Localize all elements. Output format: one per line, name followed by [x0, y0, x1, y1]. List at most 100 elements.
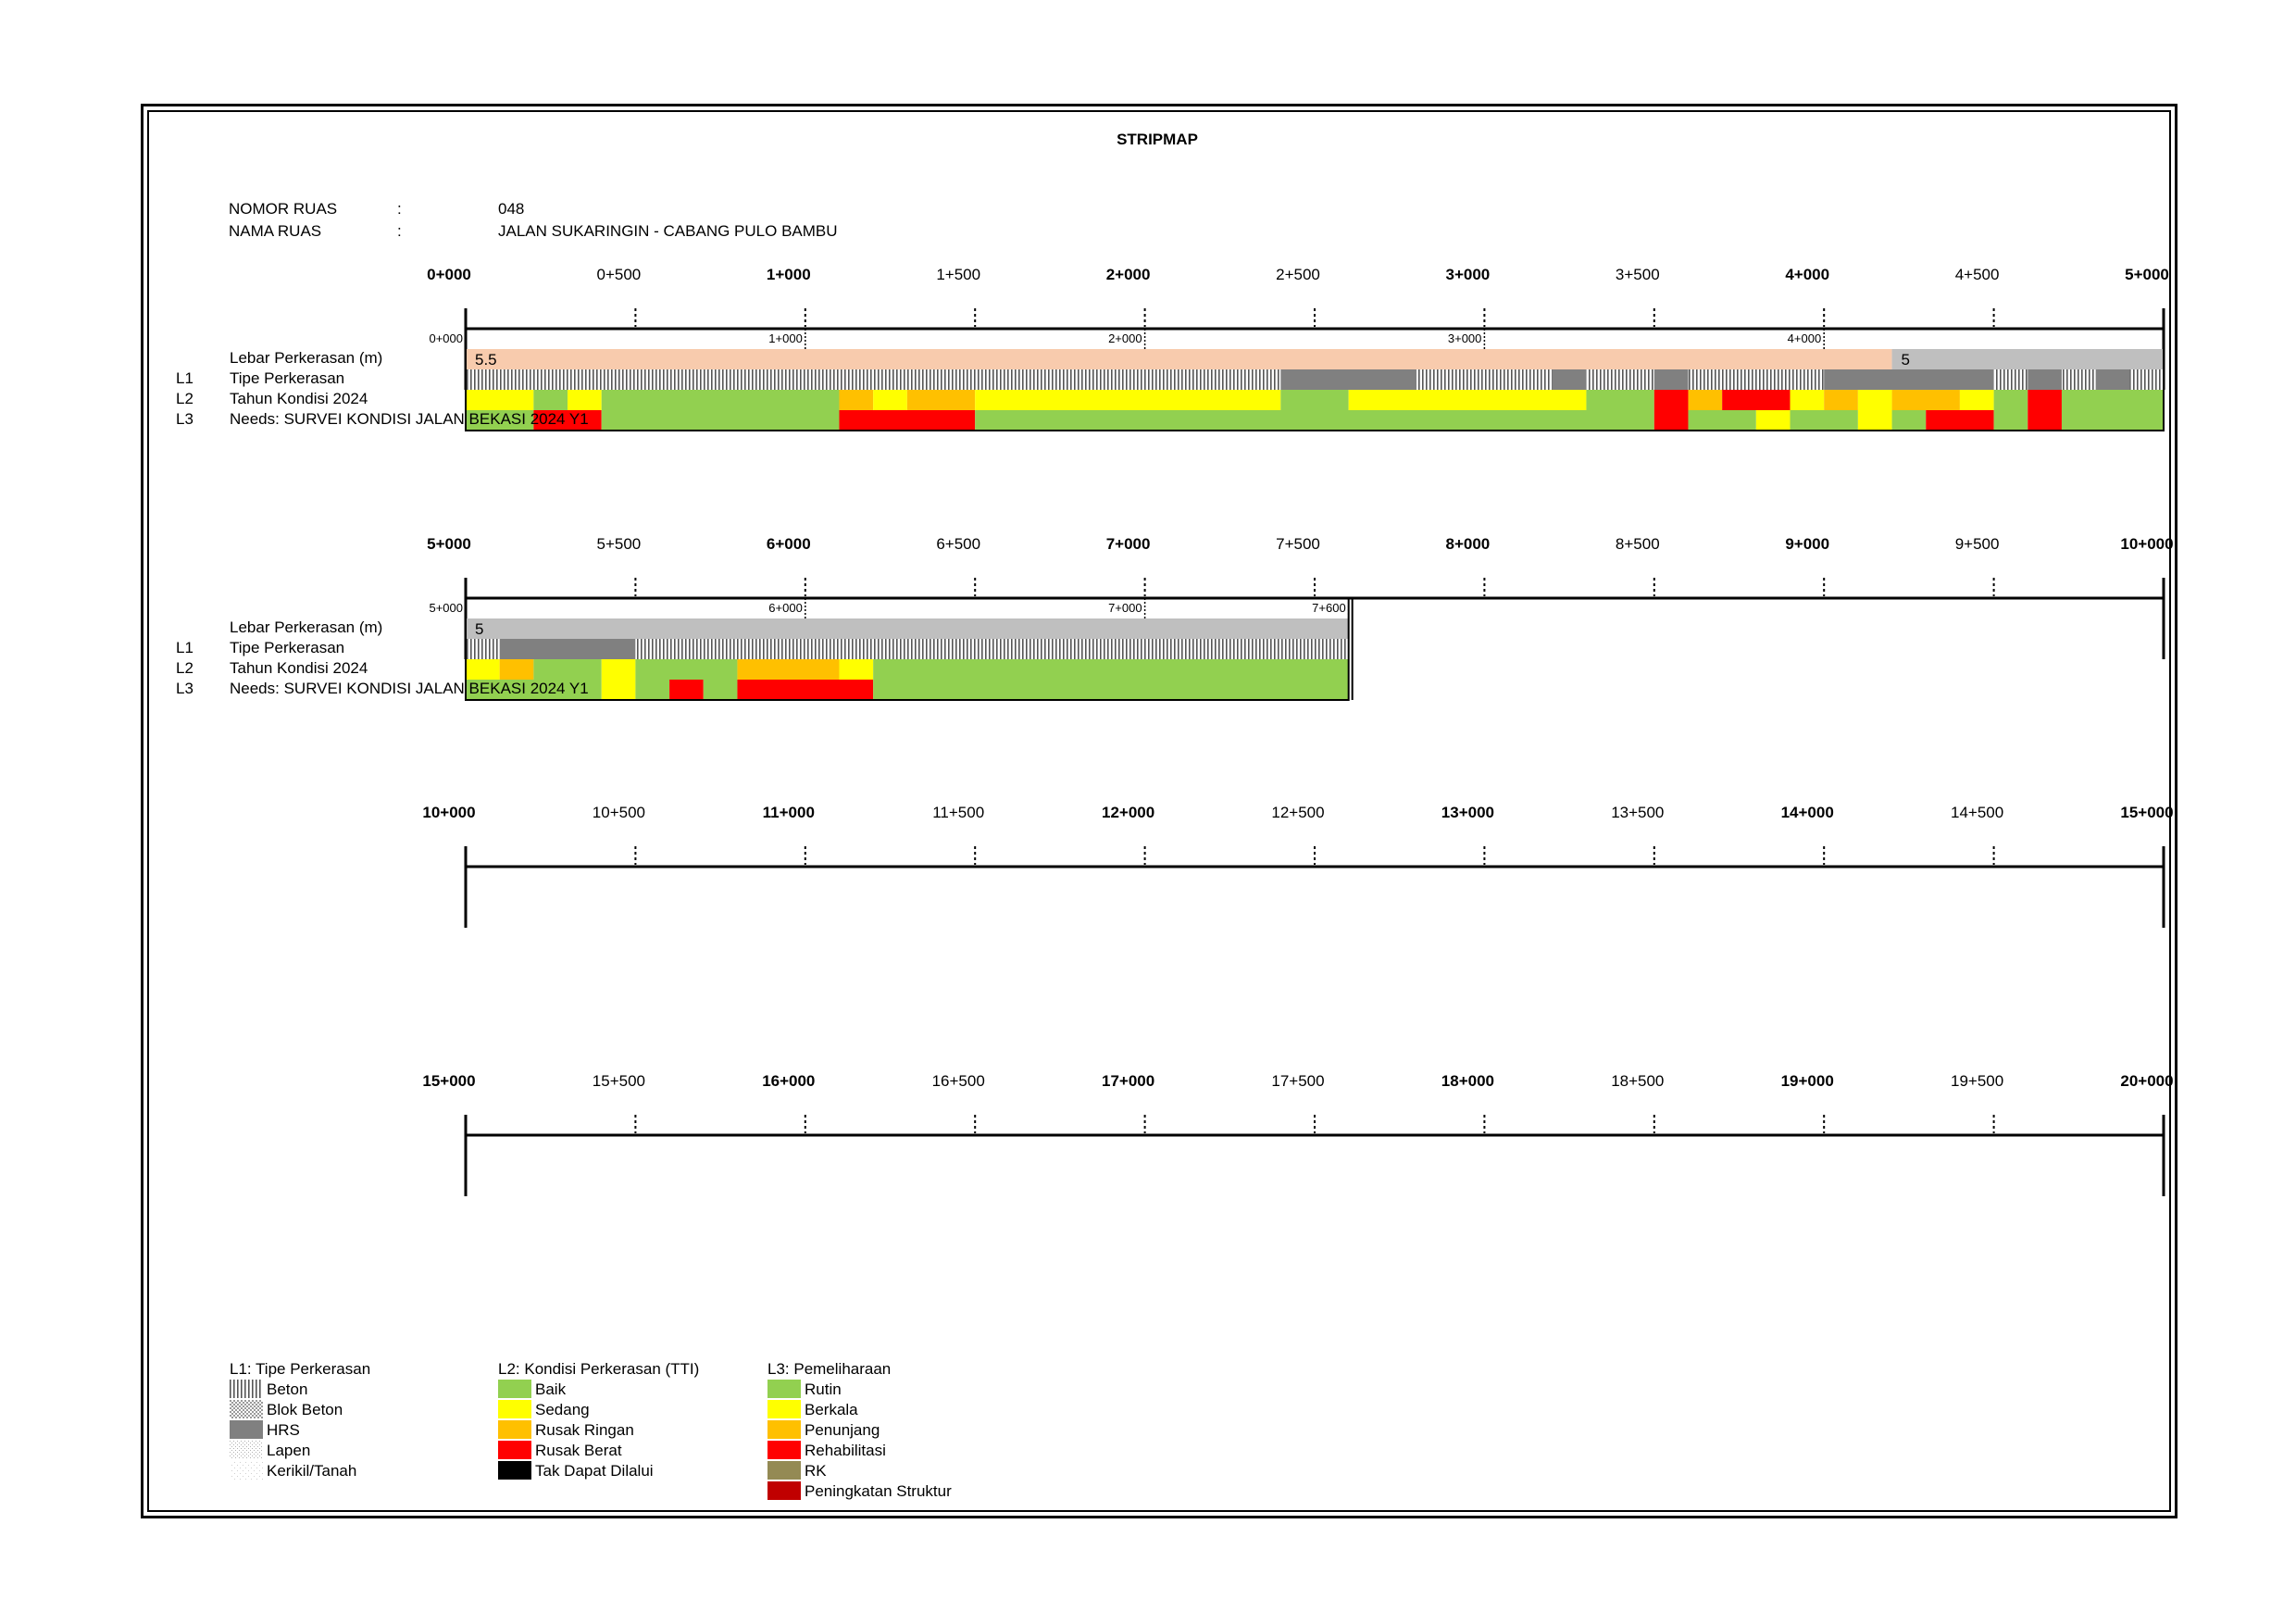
- legend-label: Rutin: [805, 1380, 842, 1398]
- legend-label: HRS: [267, 1421, 300, 1439]
- l2-segment: [873, 659, 1349, 680]
- l3-segment: [737, 680, 874, 700]
- l1-segment-beton: [466, 639, 500, 659]
- l2-segment: [1348, 390, 1587, 410]
- l2-segment: [906, 390, 976, 410]
- l3-segment: [2061, 410, 2164, 431]
- legend-swatch: [230, 1441, 263, 1459]
- l2-segment: [1959, 390, 1994, 410]
- legend-swatch: [767, 1420, 801, 1439]
- scale-label: 6+000: [767, 535, 811, 553]
- legend-title-l1: L1: Tipe Perkerasan: [230, 1360, 370, 1378]
- scale-label: 16+500: [932, 1072, 985, 1090]
- l3-code: L3: [176, 680, 193, 697]
- scale-label: 20+000: [2120, 1072, 2173, 1090]
- nama-ruas-colon: :: [397, 222, 402, 240]
- scale-label: 10+000: [422, 804, 475, 821]
- scale-label: 11+000: [763, 804, 815, 821]
- scale-label: 0+000: [427, 266, 471, 283]
- scale-label: 18+500: [1611, 1072, 1664, 1090]
- l1-segment-beton: [2061, 369, 2096, 390]
- legend-label: Berkala: [805, 1401, 858, 1418]
- legend-label: Kerikil/Tanah: [267, 1462, 356, 1480]
- legend-title-l2: L2: Kondisi Perkerasan (TTI): [498, 1360, 699, 1378]
- scale-label: 5+000: [2125, 266, 2169, 283]
- scale-label: 17+000: [1102, 1072, 1154, 1090]
- scale-label: 13+000: [1441, 804, 1494, 821]
- l3-segment: [1790, 410, 1858, 431]
- legend-swatch: [498, 1461, 531, 1480]
- scale-label: 6+500: [936, 535, 980, 553]
- l1-segment-beton: [1586, 369, 1654, 390]
- legend-swatch: [767, 1461, 801, 1480]
- scale-label: 19+000: [1781, 1072, 1834, 1090]
- l2-segment: [533, 390, 568, 410]
- page-title: STRIPMAP: [1117, 131, 1198, 148]
- scale-label: 13+500: [1611, 804, 1664, 821]
- l3-row-label: Needs: SURVEI KONDISI JALAN BEKASI 2024 …: [230, 410, 589, 428]
- l2-segment: [601, 659, 636, 680]
- l3-segment: [533, 410, 602, 431]
- l2-segment: [1586, 390, 1654, 410]
- legend-label: Penunjang: [805, 1421, 880, 1439]
- l3-segment: [1653, 410, 1689, 431]
- l3-segment: [839, 410, 976, 431]
- l3-segment: [601, 680, 636, 700]
- legend-label: Rehabilitasi: [805, 1442, 886, 1459]
- l3-segment: [601, 410, 840, 431]
- l2-segment: [466, 390, 534, 410]
- l1-segment-hrs: [1552, 369, 1587, 390]
- l1-segment-hrs: [499, 639, 636, 659]
- km-mark-label: 1+000: [768, 331, 803, 345]
- legend-label: Peningkatan Struktur: [805, 1482, 952, 1500]
- l2-segment: [635, 659, 738, 680]
- l2-segment: [1993, 390, 2028, 410]
- l1-code: L1: [176, 369, 193, 387]
- legend-swatch: [767, 1481, 801, 1500]
- legend-swatch: [498, 1400, 531, 1418]
- l1-segment-hrs: [1653, 369, 1689, 390]
- l3-segment: [466, 680, 602, 700]
- l3-segment: [1926, 410, 1994, 431]
- l3-segment: [2028, 410, 2062, 431]
- scale-label: 1+500: [936, 266, 980, 283]
- scale-label: 12+000: [1102, 804, 1154, 821]
- scale-label: 3+000: [1446, 266, 1491, 283]
- l2-segment: [1824, 390, 1858, 410]
- l1-segment-beton: [635, 639, 1349, 659]
- width-row-label: Lebar Perkerasan (m): [230, 349, 382, 367]
- km-mark-label: 7+600: [1312, 601, 1346, 615]
- legend-title-l3: L3: Pemeliharaan: [767, 1360, 891, 1378]
- scale-label: 18+000: [1441, 1072, 1494, 1090]
- l2-segment: [2028, 390, 2062, 410]
- l1-segment-beton: [1688, 369, 1825, 390]
- legend-label: Beton: [267, 1380, 307, 1398]
- l3-segment: [1993, 410, 2028, 431]
- legend-swatch: [498, 1441, 531, 1459]
- scale-label: 11+500: [932, 804, 984, 821]
- scale-label: 12+500: [1271, 804, 1324, 821]
- legend-label: Tak Dapat Dilalui: [535, 1462, 654, 1480]
- scale-label: 4+000: [1785, 266, 1829, 283]
- scale-label: 15+500: [593, 1072, 645, 1090]
- legend-swatch: [230, 1461, 263, 1480]
- nama-ruas-value: JALAN SUKARINGIN - CABANG PULO BAMBU: [498, 222, 838, 240]
- scale-label: 16+000: [762, 1072, 815, 1090]
- l2-segment: [601, 390, 840, 410]
- scale-label: 9+000: [1785, 535, 1829, 553]
- l3-segment: [669, 680, 704, 700]
- l2-segment: [839, 390, 874, 410]
- km-mark-label: 4+000: [1788, 331, 1822, 345]
- nomor-ruas-label: NOMOR RUAS: [229, 200, 338, 218]
- scale-label: 1+000: [767, 266, 811, 283]
- km-mark-label: 3+000: [1448, 331, 1482, 345]
- l1-segment-hrs: [2028, 369, 2062, 390]
- l2-segment: [839, 659, 874, 680]
- legend-swatch: [767, 1380, 801, 1398]
- l3-code: L3: [176, 410, 193, 428]
- l2-segment: [2061, 390, 2164, 410]
- scale-label: 10+500: [593, 804, 645, 821]
- scale-label: 19+500: [1951, 1072, 2003, 1090]
